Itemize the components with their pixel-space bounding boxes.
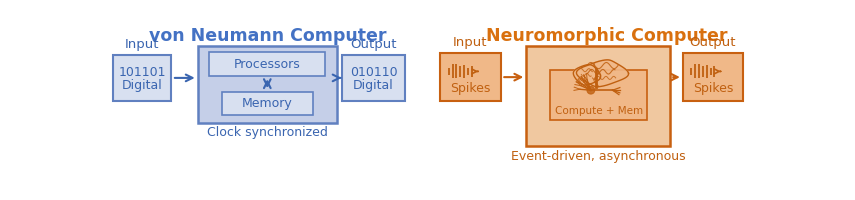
Text: Digital: Digital — [121, 79, 162, 92]
Text: von Neumann Computer: von Neumann Computer — [149, 27, 386, 45]
Text: 101101: 101101 — [118, 66, 166, 79]
Circle shape — [587, 86, 595, 94]
Bar — [682, 53, 743, 101]
Text: Neuromorphic Computer: Neuromorphic Computer — [486, 27, 728, 45]
Text: Output: Output — [690, 36, 736, 49]
Bar — [221, 92, 313, 115]
Text: Spikes: Spikes — [693, 82, 733, 95]
Text: Processors: Processors — [234, 58, 301, 71]
Text: Digital: Digital — [353, 79, 394, 92]
Text: Compute + Mem: Compute + Mem — [555, 106, 643, 116]
Text: 010110: 010110 — [350, 66, 398, 79]
Text: Clock synchronized: Clock synchronized — [207, 126, 327, 139]
Text: Event-driven, asynchronous: Event-driven, asynchronous — [510, 150, 685, 163]
Bar — [550, 70, 647, 120]
Polygon shape — [576, 60, 628, 87]
Bar — [209, 52, 326, 76]
Bar — [342, 55, 405, 101]
Text: Input: Input — [125, 38, 159, 51]
Text: Memory: Memory — [242, 97, 292, 110]
Bar — [198, 46, 337, 123]
Polygon shape — [574, 65, 601, 85]
Text: Output: Output — [351, 38, 397, 51]
Bar — [113, 55, 171, 101]
Bar — [526, 46, 669, 146]
Text: Spikes: Spikes — [451, 82, 491, 95]
Bar — [440, 53, 500, 101]
Text: Input: Input — [453, 36, 487, 49]
